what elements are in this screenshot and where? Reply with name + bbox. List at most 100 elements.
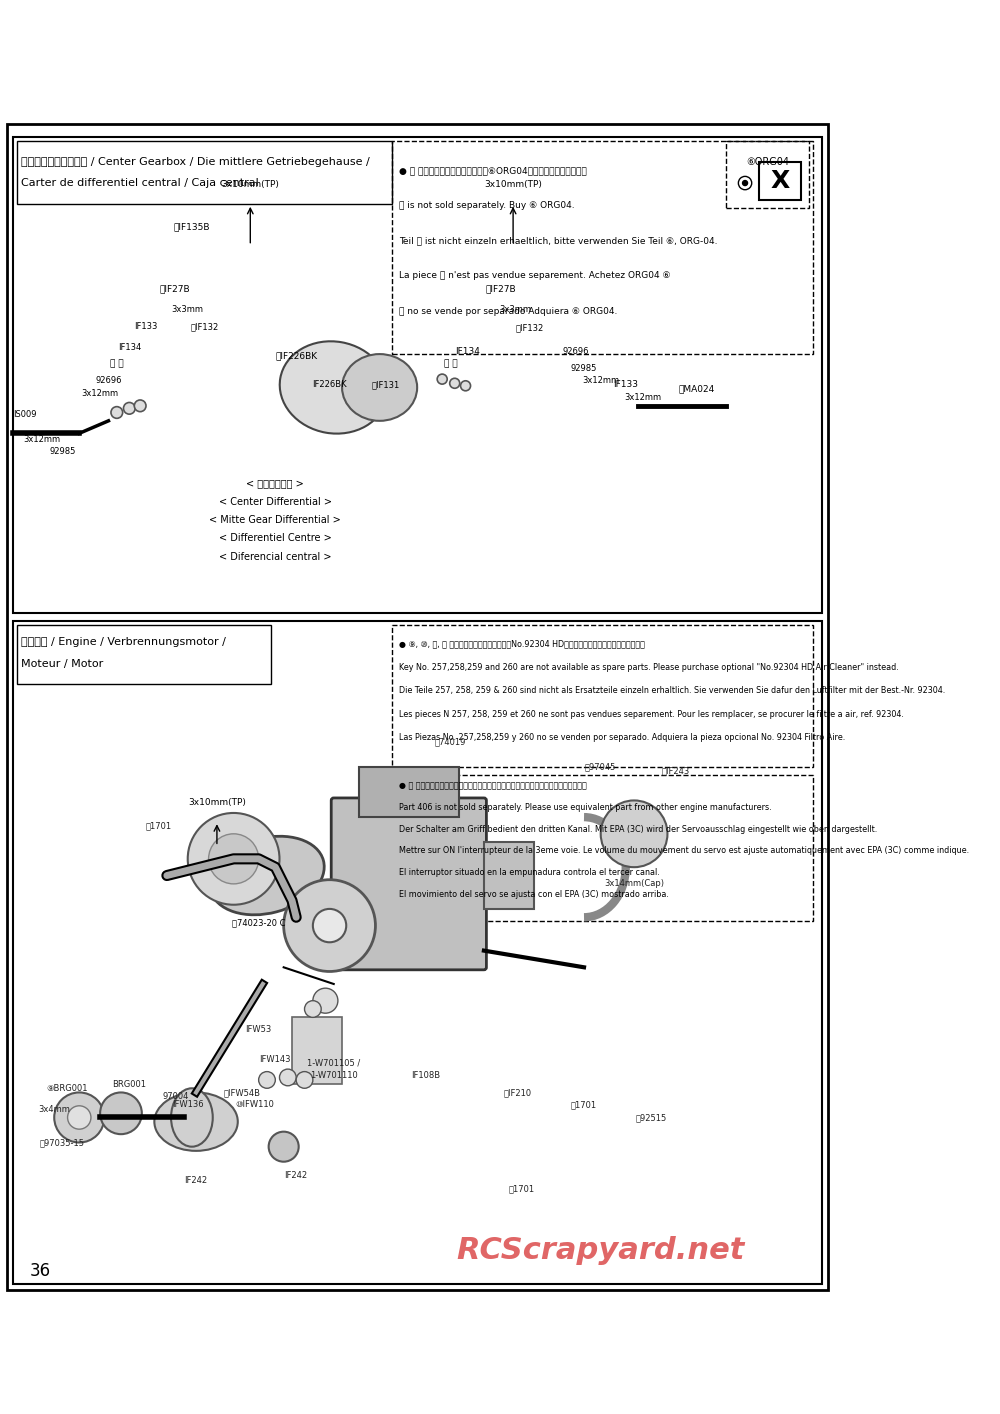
Text: 36: 36 bbox=[29, 1263, 50, 1280]
Bar bbox=[17, 625, 271, 683]
Text: IS009: IS009 bbox=[13, 410, 37, 419]
Ellipse shape bbox=[154, 1093, 238, 1151]
Circle shape bbox=[68, 1106, 91, 1130]
Circle shape bbox=[100, 1093, 142, 1134]
Text: 3x12mm: 3x12mm bbox=[624, 393, 661, 402]
Text: センターギヤボックス / Center Gearbox / Die mittlere Getriebegehause /: センターギヤボックス / Center Gearbox / Die mittle… bbox=[21, 157, 370, 167]
Bar bbox=[292, 1017, 342, 1085]
Text: El movimiento del servo se ajusta con el EPA (3C) mostrado arriba.: El movimiento del servo se ajusta con el… bbox=[399, 889, 669, 899]
Text: IF133: IF133 bbox=[134, 322, 158, 331]
Circle shape bbox=[305, 1001, 321, 1017]
Circle shape bbox=[313, 909, 346, 942]
Text: BRG001: BRG001 bbox=[112, 1080, 146, 1089]
Text: Carter de differentiel central / Caja central: Carter de differentiel central / Caja ce… bbox=[21, 178, 259, 188]
Circle shape bbox=[134, 400, 146, 411]
Text: 92696: 92696 bbox=[562, 346, 589, 356]
Text: 3x4mm: 3x4mm bbox=[38, 1104, 70, 1114]
Ellipse shape bbox=[210, 836, 324, 915]
Text: < Diferencial central >: < Diferencial central > bbox=[219, 551, 332, 561]
Text: 䃰 no se vende por separado Adquiera ⑥ ORG04.: 䃰 no se vende por separado Adquiera ⑥ OR… bbox=[399, 307, 617, 315]
Text: IF242: IF242 bbox=[285, 1171, 308, 1181]
Bar bbox=[484, 843, 534, 909]
Bar bbox=[392, 625, 813, 766]
Text: < Center Differential >: < Center Differential > bbox=[219, 496, 332, 506]
Text: 䃰1701: 䃰1701 bbox=[571, 1100, 597, 1110]
Circle shape bbox=[313, 988, 338, 1014]
Text: Part 406 is not sold separately. Please use equivalent part from other engine ma: Part 406 is not sold separately. Please … bbox=[399, 803, 771, 812]
Text: ⒇IF132: ⒇IF132 bbox=[516, 324, 544, 332]
Text: 䃰97045: 䃰97045 bbox=[585, 762, 616, 772]
Text: ⒂IF131: ⒂IF131 bbox=[371, 380, 400, 389]
Text: Key No. 257,258,259 and 260 are not available as spare parts. Please purchase op: Key No. 257,258,259 and 260 are not avai… bbox=[399, 663, 899, 672]
FancyBboxPatch shape bbox=[331, 797, 486, 970]
Circle shape bbox=[743, 181, 748, 185]
Circle shape bbox=[437, 375, 447, 385]
Text: 3x10mm(TP): 3x10mm(TP) bbox=[221, 180, 279, 189]
Text: 3x10mm(TP): 3x10mm(TP) bbox=[484, 180, 542, 189]
Text: 1-W701105 /: 1-W701105 / bbox=[307, 1059, 360, 1068]
Text: 䃰92515: 䃰92515 bbox=[635, 1113, 666, 1121]
Text: ⒒IF135B: ⒒IF135B bbox=[174, 222, 210, 230]
Text: RCScrapyard.net: RCScrapyard.net bbox=[457, 1236, 745, 1266]
Bar bbox=[392, 141, 813, 354]
Text: ● ⑨, ⑩, ⑪, ⑫ はパーツ販売していません。No.92304 HDエアクリーナーを使用してください。: ● ⑨, ⑩, ⑪, ⑫ はパーツ販売していません。No.92304 HDエアク… bbox=[399, 639, 645, 649]
Text: 䃰74019: 䃰74019 bbox=[435, 738, 466, 747]
Text: 1-W701110: 1-W701110 bbox=[310, 1072, 358, 1080]
Text: 3x3mm: 3x3mm bbox=[172, 305, 204, 314]
Text: ⑷ ⑸: ⑷ ⑸ bbox=[444, 359, 457, 369]
Circle shape bbox=[284, 880, 375, 971]
Text: ⑔MA024: ⑔MA024 bbox=[679, 385, 715, 393]
Text: ⒐IF226BK: ⒐IF226BK bbox=[275, 351, 317, 361]
Circle shape bbox=[209, 834, 259, 884]
Text: ⒈IF132: ⒈IF132 bbox=[190, 322, 219, 331]
Text: IF108B: IF108B bbox=[411, 1072, 440, 1080]
Ellipse shape bbox=[342, 354, 417, 421]
Text: Les pieces N 257, 258, 259 et 260 ne sont pas vendues separement. Pour les rempl: Les pieces N 257, 258, 259 et 260 ne son… bbox=[399, 710, 904, 718]
Text: ⒑IF27B: ⒑IF27B bbox=[160, 284, 191, 294]
Circle shape bbox=[450, 379, 460, 389]
Text: 䃰1701: 䃰1701 bbox=[145, 822, 172, 830]
Bar bbox=[759, 163, 801, 199]
Circle shape bbox=[123, 403, 135, 414]
Bar bbox=[13, 621, 822, 1284]
Ellipse shape bbox=[280, 341, 388, 434]
Text: 92985: 92985 bbox=[571, 363, 597, 373]
Circle shape bbox=[259, 1072, 275, 1089]
Circle shape bbox=[461, 380, 471, 390]
Circle shape bbox=[601, 800, 667, 867]
Text: < センターデフ >: < センターデフ > bbox=[246, 478, 304, 488]
Text: Teil 䃰 ist nicht einzeln erhaeltlich, bitte verwenden Sie Teil ⑥, ORG-04.: Teil 䃰 ist nicht einzeln erhaeltlich, bi… bbox=[399, 236, 717, 246]
Text: 3x3mm: 3x3mm bbox=[500, 305, 532, 314]
Bar bbox=[13, 137, 822, 612]
Text: IFW136: IFW136 bbox=[172, 1100, 204, 1110]
Circle shape bbox=[54, 1093, 104, 1143]
Bar bbox=[392, 775, 813, 922]
Text: < Mitte Gear Differential >: < Mitte Gear Differential > bbox=[209, 515, 341, 525]
Circle shape bbox=[279, 1069, 296, 1086]
Text: < Differentiel Centre >: < Differentiel Centre > bbox=[219, 533, 332, 543]
Text: ⑪IFW54B: ⑪IFW54B bbox=[223, 1087, 260, 1097]
Text: ● 䃰 はパーツ販売していません。エンジンメーカー社のパーツを使用してください。: ● 䃰 はパーツ販売していません。エンジンメーカー社のパーツを使用してください。 bbox=[399, 782, 587, 790]
Text: エンジン / Engine / Verbrennungsmotor /: エンジン / Engine / Verbrennungsmotor / bbox=[21, 636, 226, 648]
Text: Moteur / Motor: Moteur / Motor bbox=[21, 659, 103, 669]
Bar bbox=[17, 141, 392, 204]
Circle shape bbox=[296, 1072, 313, 1089]
Text: IF134: IF134 bbox=[455, 346, 480, 356]
Text: 3x12mm: 3x12mm bbox=[82, 389, 119, 397]
Text: 92696: 92696 bbox=[95, 376, 122, 385]
Text: 䃰IF243: 䃰IF243 bbox=[662, 766, 690, 776]
Text: 䃰1701: 䃰1701 bbox=[508, 1184, 535, 1193]
Text: IF242: IF242 bbox=[185, 1175, 208, 1185]
Circle shape bbox=[111, 407, 123, 419]
Text: 92985: 92985 bbox=[49, 447, 76, 457]
Text: 䃰74023-20 C: 䃰74023-20 C bbox=[232, 919, 285, 928]
Bar bbox=[359, 766, 459, 817]
Text: 97004: 97004 bbox=[162, 1092, 188, 1102]
Text: La piece 䃰 n'est pas vendue separement. Achetez ORG04 ⑥: La piece 䃰 n'est pas vendue separement. … bbox=[399, 271, 670, 280]
Text: ⑥ORG04: ⑥ORG04 bbox=[746, 157, 789, 167]
Text: IF226BK: IF226BK bbox=[312, 380, 347, 389]
Circle shape bbox=[188, 813, 279, 905]
Text: ⑬97035-15: ⑬97035-15 bbox=[40, 1138, 85, 1147]
Text: 3x12mm: 3x12mm bbox=[582, 376, 619, 385]
Text: El interruptor situado en la empunadura controla el tercer canal.: El interruptor situado en la empunadura … bbox=[399, 868, 660, 877]
